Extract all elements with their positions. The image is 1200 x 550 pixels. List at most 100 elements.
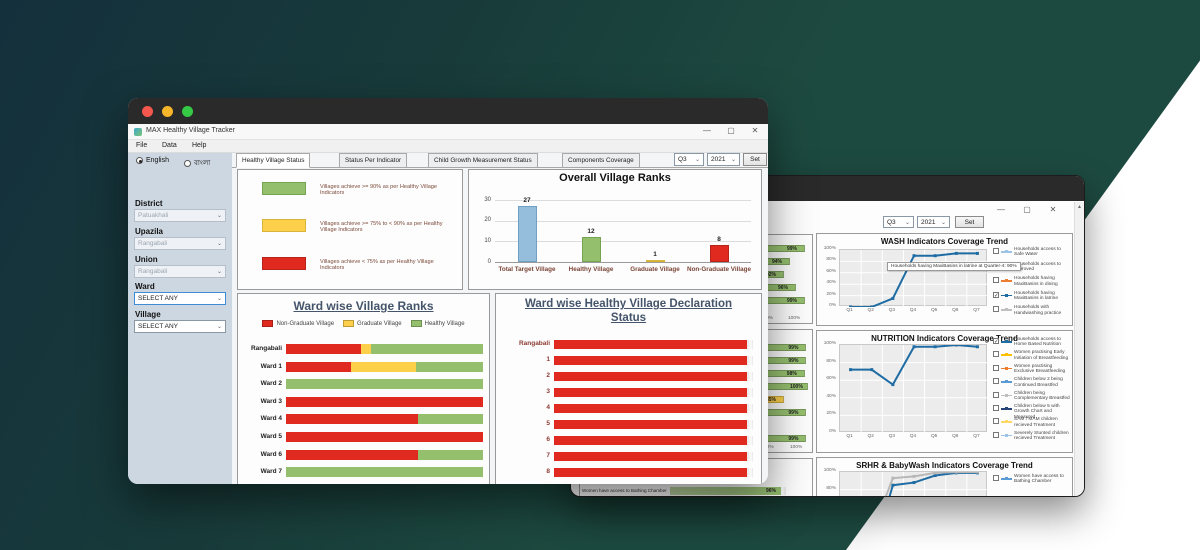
trend-legend-item[interactable]: Households with Handwashing practice bbox=[993, 305, 1072, 316]
maximize-button[interactable]: ▢ bbox=[727, 126, 735, 135]
legend-label: Women practising Exclusive Breastfeeding bbox=[1014, 363, 1066, 375]
x-tick-label: Q5 bbox=[930, 308, 938, 313]
data-point-marker bbox=[891, 483, 895, 487]
line-swatch-marker bbox=[1005, 353, 1008, 357]
trend-legend-item[interactable]: Severely Stunted children recieved Treat… bbox=[993, 431, 1072, 442]
menu-data[interactable]: Data bbox=[162, 142, 177, 149]
menu-file[interactable]: File bbox=[136, 142, 148, 149]
bar-track bbox=[286, 396, 483, 407]
checkbox-icon[interactable] bbox=[993, 475, 999, 481]
district-select[interactable]: Patuakhali ⌄ bbox=[134, 209, 226, 222]
village-select[interactable]: SELECT ANY ⌄ bbox=[134, 320, 226, 333]
trend-legend-item[interactable]: SAM / MAM children recieved Treatment bbox=[993, 417, 1072, 428]
radio-english[interactable]: English bbox=[136, 157, 169, 164]
tab-healthy-village-status[interactable]: Healthy Village Status bbox=[236, 153, 311, 168]
bar-segment bbox=[417, 414, 483, 425]
trend-legend-item[interactable]: Children below 2 being Continued Breastf… bbox=[993, 377, 1072, 388]
maximize-button[interactable]: ▢ bbox=[1023, 205, 1031, 214]
quarter-select[interactable]: Q3 ⌄ bbox=[883, 216, 914, 228]
close-button[interactable]: ✕ bbox=[751, 126, 759, 135]
tab-status-per-indicator[interactable]: Status Per Indicator bbox=[339, 153, 408, 168]
checkbox-icon[interactable] bbox=[993, 351, 999, 358]
checkbox-icon[interactable] bbox=[993, 364, 999, 371]
trend-legend-item[interactable]: Households access to Safe Water bbox=[993, 247, 1072, 258]
legend-label: Women practising Early Initiation of Bre… bbox=[1014, 350, 1069, 361]
checkbox-icon[interactable] bbox=[993, 391, 999, 398]
row-label: Women have access to Bathing Chamber bbox=[582, 488, 667, 493]
quarter-select[interactable]: Q3 ⌄ bbox=[674, 153, 704, 166]
checkbox-icon[interactable] bbox=[993, 306, 999, 313]
ward-select[interactable]: SELECT ANY ⌄ bbox=[134, 292, 226, 305]
trend-legend-item[interactable]: Children below 5 with Growth Chart and M… bbox=[993, 404, 1072, 420]
front-window-titlebar[interactable] bbox=[128, 98, 768, 124]
data-point-marker bbox=[891, 383, 895, 387]
bar-value-label: 96% bbox=[766, 488, 777, 494]
data-point-marker bbox=[912, 345, 916, 349]
bar-segment bbox=[286, 344, 361, 354]
minimize-button[interactable]: — bbox=[703, 126, 711, 135]
bar-segment bbox=[554, 356, 748, 365]
trend-legend-item[interactable]: ✓ Households access to Home Based Nutriti… bbox=[993, 337, 1072, 348]
union-select[interactable]: Rangabali ⌄ bbox=[134, 265, 226, 278]
scroll-up-icon[interactable]: ▲ bbox=[1077, 204, 1082, 210]
tab-child-growth-measurement[interactable]: Child Growth Measurement Status bbox=[428, 153, 538, 168]
minimize-button[interactable]: — bbox=[997, 205, 1005, 214]
mac-close-icon[interactable] bbox=[142, 106, 153, 117]
bar-segment bbox=[554, 340, 748, 349]
x-axis-label: 100% bbox=[790, 445, 803, 450]
y-tick-label: 10 bbox=[484, 237, 491, 244]
trend-plot bbox=[839, 470, 988, 496]
y-tick-label: 100% bbox=[823, 468, 836, 473]
checkbox-icon[interactable] bbox=[993, 378, 999, 385]
y-tick-label: 100% bbox=[823, 246, 836, 251]
radio-bangla[interactable]: বাংলা bbox=[184, 157, 210, 169]
checkbox-icon[interactable] bbox=[993, 405, 999, 411]
set-button[interactable]: Set bbox=[955, 216, 984, 228]
bar-track bbox=[554, 372, 753, 381]
row-label: 8 bbox=[546, 468, 550, 475]
mac-minimize-icon[interactable] bbox=[162, 106, 173, 117]
bar-value-label: 27 bbox=[523, 197, 531, 205]
x-tick-label: Q4 bbox=[909, 434, 917, 439]
trend-legend-item[interactable]: Households having MaxiBasins in dining bbox=[993, 276, 1072, 287]
checkbox-icon[interactable] bbox=[993, 418, 999, 425]
declaration-status-panel: Ward wise Healthy Village Declaration St… bbox=[495, 293, 762, 484]
close-button[interactable]: ✕ bbox=[1049, 205, 1057, 214]
chevron-down-icon: ⌄ bbox=[216, 213, 222, 219]
mac-zoom-icon[interactable] bbox=[182, 106, 193, 117]
trend-legend-item[interactable]: Women practising Exclusive Breastfeeding bbox=[993, 364, 1072, 375]
scrollbar[interactable]: ▲ bbox=[1074, 202, 1084, 496]
checkbox-icon[interactable]: ✓ bbox=[993, 338, 999, 345]
legend-label: Households having MaxiBasins in latrine bbox=[1014, 290, 1058, 302]
bar bbox=[645, 259, 665, 262]
bar-track bbox=[554, 356, 753, 365]
y-tick-label: 20% bbox=[826, 411, 836, 417]
trend-legend-item[interactable]: ✓ Households having MaxiBasins in latrine bbox=[993, 291, 1072, 302]
x-tick-label: Q1 bbox=[846, 308, 853, 313]
trend-legend-item[interactable]: Children being Complementary Breastfed bbox=[993, 391, 1072, 402]
line-swatch-icon bbox=[1001, 432, 1012, 440]
data-point-marker bbox=[975, 251, 979, 255]
legend-swatch-icon bbox=[262, 320, 274, 327]
bar-segment bbox=[670, 487, 782, 495]
tab-components-coverage[interactable]: Components Coverage bbox=[562, 153, 640, 168]
legend-label: Women have access to Bathing Chamber bbox=[1014, 474, 1064, 485]
year-select[interactable]: 2021 ⌄ bbox=[707, 153, 740, 166]
row-label: 5 bbox=[546, 420, 550, 427]
checkbox-icon[interactable]: ✓ bbox=[993, 291, 999, 299]
upazila-select[interactable]: Rangabali ⌄ bbox=[134, 237, 226, 250]
checkbox-icon[interactable] bbox=[993, 431, 999, 438]
trend-legend-item[interactable]: Women have access to Bathing Chamber bbox=[993, 474, 1072, 485]
checkbox-icon[interactable] bbox=[993, 248, 999, 254]
data-point-marker bbox=[954, 470, 958, 474]
menu-help[interactable]: Help bbox=[192, 142, 207, 149]
legend-label: Healthy Village bbox=[424, 320, 465, 327]
line-swatch-marker bbox=[1005, 420, 1008, 424]
checkbox-icon[interactable] bbox=[993, 277, 999, 284]
year-select[interactable]: 2021 ⌄ bbox=[917, 216, 950, 228]
trend-legend-item[interactable]: Women practising Early Initiation of Bre… bbox=[993, 350, 1072, 361]
bar-track bbox=[286, 414, 483, 425]
set-button[interactable]: Set bbox=[743, 153, 767, 166]
legend-label: Households with Handwashing practice bbox=[1014, 305, 1062, 316]
row-label: 2 bbox=[546, 372, 550, 379]
